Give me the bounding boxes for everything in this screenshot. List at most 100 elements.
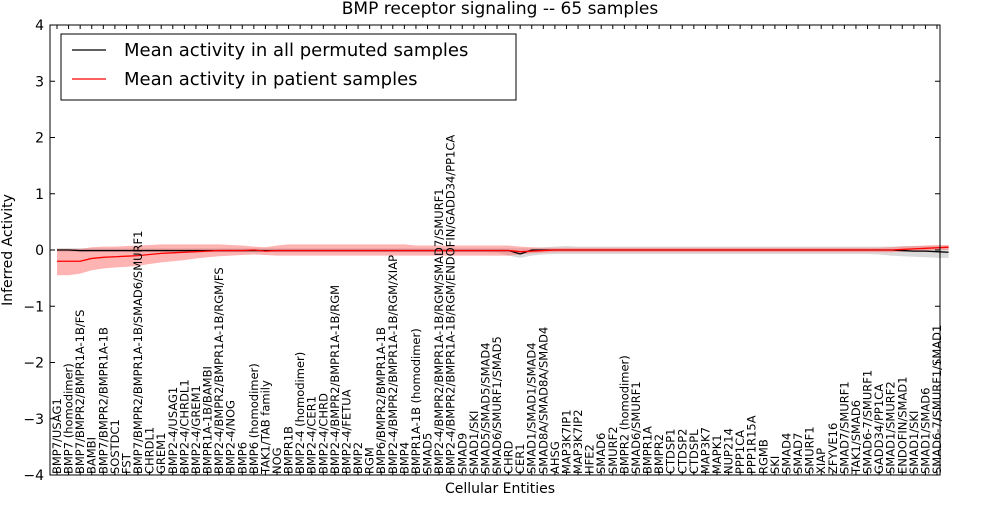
y-tick-label: 3 bbox=[35, 74, 44, 90]
x-tick-label: BMP2-4/BMPR2/BMPR1A-1B/RGM/FS bbox=[212, 267, 226, 474]
x-tick-label: SMAD6-7/SMURF1/SMAD1 bbox=[930, 325, 944, 474]
x-tick-label: TAK1/TAB family bbox=[258, 380, 272, 475]
y-tick-label: 4 bbox=[35, 18, 44, 34]
confidence-bands bbox=[57, 244, 949, 276]
x-axis-label: Cellular Entities bbox=[445, 481, 555, 497]
y-tick-label: 2 bbox=[35, 131, 44, 147]
series-lines bbox=[57, 246, 949, 262]
x-tick-label: BMPR1A-1B/BAMBI bbox=[201, 366, 215, 474]
x-tick-label: BMP4 bbox=[397, 442, 411, 474]
x-tick-label: MAP3K7IP1 bbox=[559, 409, 573, 474]
x-tick-label: PPP1CA bbox=[733, 430, 747, 474]
x-tick-label: BMP2-4/BMPR2/BMPR1A-1B/RGM/SMAD7/SMURF1 bbox=[432, 188, 446, 474]
x-tick-label: SOSTDC1 bbox=[108, 419, 122, 474]
x-tick-label: BMP2-4/CER1 bbox=[305, 396, 319, 474]
x-tick-label: BMPR1B bbox=[282, 426, 296, 474]
x-tick-label: SKI bbox=[768, 456, 782, 474]
x-tick-label: BAMBI bbox=[85, 437, 99, 474]
x-tick-label: BMP6/BMPR2/BMPR1A-1B bbox=[374, 327, 388, 474]
x-tick-label: ENDOFIN/SMAD1 bbox=[895, 376, 909, 474]
x-tick-label: BMP2-4/BMPR2/BMPR1A-1B/RGM bbox=[328, 285, 342, 474]
x-tick-label: BMP7 (homodimer) bbox=[62, 363, 76, 474]
x-tick-label: SMAD4 bbox=[779, 433, 793, 474]
x-tick-label: BMP7/USAG1 bbox=[50, 398, 64, 474]
x-tick-label: NUP214 bbox=[722, 428, 736, 474]
x-tick-label: PPP1R15A bbox=[745, 415, 759, 474]
x-tick-label: CTDSP2 bbox=[675, 429, 689, 474]
x-tick-label: NOG bbox=[270, 447, 284, 474]
x-tick-label: RGM bbox=[363, 447, 377, 474]
x-tick-label: SMAD1/SKI bbox=[907, 411, 921, 474]
x-tick-label: AHSG bbox=[548, 441, 562, 474]
legend-label-patient: Mean activity in patient samples bbox=[124, 69, 418, 90]
x-tick-label: BMP7/BMPR2/BMPR1A-1B/FS bbox=[73, 310, 87, 474]
y-tick-label: −4 bbox=[23, 468, 44, 484]
x-tick-label: CHRDL1 bbox=[143, 427, 157, 474]
x-tick-label: BMP6 bbox=[235, 442, 249, 474]
x-tick-label: BMP2 bbox=[351, 442, 365, 474]
x-tick-label: GADD34/PP1CA bbox=[872, 384, 886, 474]
x-tick-label: ZFYVE16 bbox=[826, 423, 840, 474]
x-tick-label: BMP2-4/USAG1 bbox=[166, 387, 180, 474]
legend-box bbox=[60, 33, 517, 101]
x-tick-label: BMP2-4/FETUA bbox=[339, 389, 353, 474]
x-tick-label: BMPR1A bbox=[641, 426, 655, 474]
x-tick-label: BMP7/BMPR2/BMPR1A-1B/SMAD6/SMURF1 bbox=[131, 231, 145, 474]
x-tick-label: BMP2-4/BMPR2/BMPR1A-1B/RGM/XIAP bbox=[386, 255, 400, 474]
x-tick-label: CTDSP1 bbox=[664, 429, 678, 474]
x-tick-label: SMAD6/SMURF1 bbox=[629, 381, 643, 474]
plot-frame bbox=[49, 24, 941, 476]
x-tick-label: BMPR1A-1B (homodimer) bbox=[409, 328, 423, 474]
x-tick-label: SMURF2 bbox=[606, 426, 620, 474]
x-tick-label: XIAP bbox=[814, 448, 828, 474]
x-tick-label: TAK1/SMAD6 bbox=[849, 400, 863, 475]
legend-label-permuted: Mean activity in all permuted samples bbox=[124, 40, 468, 61]
y-tick-label: −1 bbox=[23, 299, 44, 315]
x-tick-label: CHRD bbox=[502, 440, 516, 474]
x-tick-label: SMAD6 bbox=[594, 433, 608, 474]
x-tick-label: SMAD1/SKI bbox=[467, 411, 481, 474]
x-tick-label: BMPR2 (homodimer) bbox=[617, 355, 631, 474]
x-tick-label: MAP3K7IP2 bbox=[571, 409, 585, 474]
x-tick-label: BMP6 (homodimer) bbox=[247, 363, 261, 474]
x-tick-label: HFE2 bbox=[583, 444, 597, 474]
x-tick-label: RGMB bbox=[756, 439, 770, 474]
x-tick-label: SMURF1 bbox=[803, 426, 817, 474]
x-tick-label: CER1 bbox=[513, 443, 527, 474]
y-tick-label: 0 bbox=[35, 243, 44, 259]
y-tick-label: −3 bbox=[23, 412, 44, 428]
x-tick-label: SMAD6-7/SMURF1 bbox=[861, 370, 875, 474]
x-tick-label: SMAD6/SMURF1/SMAD5 bbox=[490, 336, 504, 474]
x-tick-label: SMAD5 bbox=[421, 433, 435, 474]
x-tick-label: SMAD1/SMURF2 bbox=[884, 381, 898, 474]
x-tick-label: GREM1 bbox=[154, 433, 168, 474]
x-tick-label: SMAD5/SMAD5/SMAD4 bbox=[478, 342, 492, 474]
y-tick-label: −2 bbox=[23, 356, 44, 372]
x-tick-label: SMAD8A/SMAD8A/SMAD4 bbox=[536, 327, 550, 474]
x-tick-label: SMAD7 bbox=[791, 433, 805, 474]
x-tick-label: BMP2-4/GREM1 bbox=[189, 385, 203, 474]
band-patient bbox=[57, 244, 949, 276]
y-tick-label: 1 bbox=[35, 187, 44, 203]
x-tick-label: BMPR2 bbox=[652, 434, 666, 474]
y-axis-ticks: −4 −3 −2 −1 0 1 2 3 4 bbox=[23, 18, 940, 484]
x-tick-label: BMP7/BMPR2/BMPR1A-1B bbox=[96, 327, 110, 474]
x-tick-label: BMP2-4 (homodimer) bbox=[293, 352, 307, 474]
x-tick-label: BMP2-4/CHRDL1 bbox=[177, 379, 191, 474]
x-tick-label: SMAD1/SMAD1/SMAD4 bbox=[525, 342, 539, 474]
y-axis-label: Inferred Activity bbox=[0, 194, 16, 306]
x-tick-label: MAP3K7 bbox=[698, 427, 712, 474]
line-patient bbox=[57, 246, 949, 262]
x-tick-label: BMP2-4/BMPR2/BMPR1A-1B/RGM/ENDOFIN/GADD3… bbox=[444, 135, 458, 474]
x-tick-label: BMP2-4/NOG bbox=[224, 400, 238, 474]
legend: Mean activity in all permuted samples Me… bbox=[60, 33, 517, 101]
x-tick-label: FST bbox=[119, 452, 133, 474]
x-tick-label: MAPK1 bbox=[710, 434, 724, 474]
x-tick-label: BMP2-4/CHRD bbox=[316, 393, 330, 474]
x-tick-label: SMAD7/SMURF1 bbox=[837, 381, 851, 474]
chart-title: BMP receptor signaling -- 65 samples bbox=[342, 0, 659, 19]
x-tick-label: CTDSPL bbox=[687, 429, 701, 474]
